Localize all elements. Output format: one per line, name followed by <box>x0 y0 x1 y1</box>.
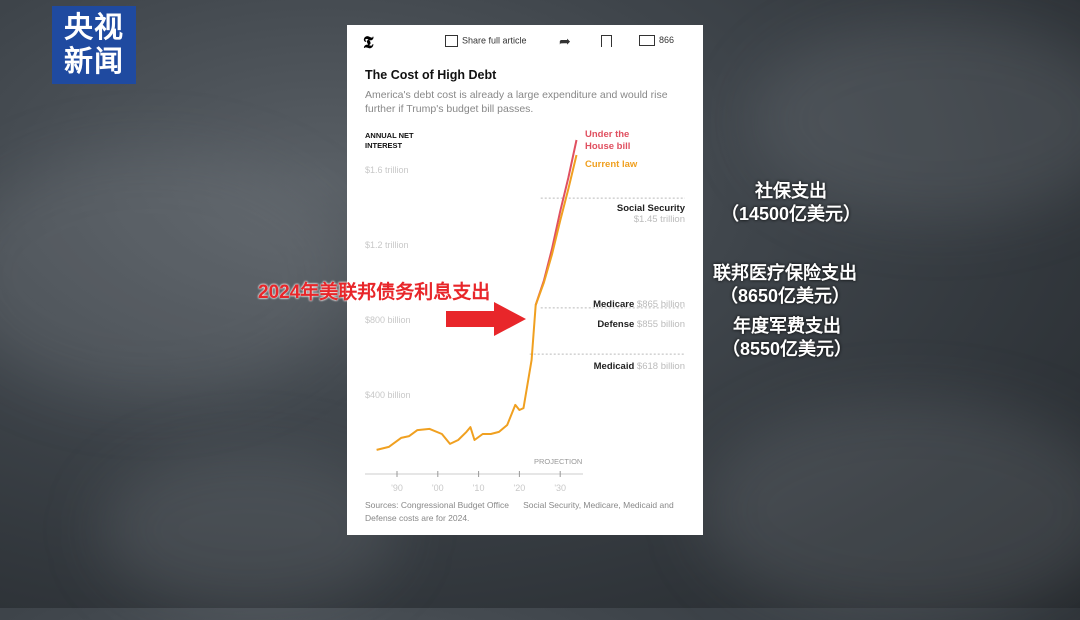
nyt-logo-icon[interactable]: 𝕿 <box>363 33 374 53</box>
series-line <box>376 154 578 451</box>
y-tick-label: $1.2 trillion <box>365 240 409 250</box>
gift-icon <box>445 35 458 47</box>
series-line <box>534 139 578 306</box>
debt-interest-chart: $400 billion $800 billion $1.2 trillion $1.… <box>365 139 685 493</box>
medicare-callout: 联邦医疗保险支出 （8650亿美元） <box>700 262 870 308</box>
x-tick-label: '00 <box>432 483 444 493</box>
logo-line2: 新闻 <box>63 46 124 78</box>
callout-amount: （8650亿美元） <box>719 286 851 306</box>
callout-amount: （14500亿美元） <box>720 204 862 224</box>
chart-subtitle: America's debt cost is already a large e… <box>365 89 668 115</box>
current-law-legend: Current law <box>585 159 638 170</box>
x-tick-label: '20 <box>514 483 526 493</box>
comment-icon <box>639 35 655 47</box>
y-tick-label: $1.6 trillion <box>365 165 409 175</box>
social-security-label: Social Security $1.45 trillion <box>616 203 685 225</box>
bookmark-icon[interactable] <box>601 35 612 47</box>
defense-label: Defense $855 billion <box>597 319 685 330</box>
medicaid-label: Medicaid $618 billion <box>593 361 685 372</box>
comments-count: 866 <box>659 35 675 45</box>
social-security-callout: 社保支出 （14500亿美元） <box>706 180 876 226</box>
y-axis-label: ANNUAL NET INTEREST <box>365 131 414 150</box>
share-arrow-icon[interactable]: ➦ <box>559 33 571 49</box>
article-card: 𝕿 Share full article ➦ 866 The Cost of H… <box>347 25 703 535</box>
y-tick-label: $400 billion <box>365 390 411 400</box>
defense-callout: 年度军费支出 （8550亿美元） <box>702 315 872 361</box>
x-tick-label: '90 <box>391 483 403 493</box>
house-bill-legend: Under the House bill <box>585 129 631 152</box>
note-text: Social Security, Medicare, Medicaid and … <box>365 500 674 523</box>
sources-text: Sources: Congressional Budget Office <box>365 500 509 510</box>
logo-line1: 央视 <box>63 12 124 44</box>
comments-button[interactable]: 866 <box>639 35 675 47</box>
cctv-news-logo: 央视 新闻 <box>52 6 136 84</box>
article-toolbar: 𝕿 Share full article ➦ 866 <box>347 33 703 55</box>
callout-amount: （8550亿美元） <box>721 339 853 359</box>
callout-title: 联邦医疗保险支出 <box>713 263 857 283</box>
medicare-label: Medicare $865 billion <box>593 299 685 310</box>
arrow-caption: 2024年美联邦债务利息支出 <box>258 282 491 303</box>
projection-label: PROJECTION <box>534 457 583 466</box>
red-arrow-icon <box>446 302 526 336</box>
share-label: Share full article <box>462 35 527 46</box>
callout-title: 社保支出 <box>755 181 827 201</box>
callout-title: 年度军费支出 <box>733 316 841 336</box>
x-tick-label: '30 <box>554 483 566 493</box>
y-tick-label: $800 billion <box>365 315 411 325</box>
share-full-article-button[interactable]: Share full article <box>445 35 527 47</box>
chart-title: The Cost of High Debt <box>365 68 497 82</box>
x-tick-label: '10 <box>473 483 485 493</box>
chart-sources: Sources: Congressional Budget Office Soc… <box>365 499 685 525</box>
